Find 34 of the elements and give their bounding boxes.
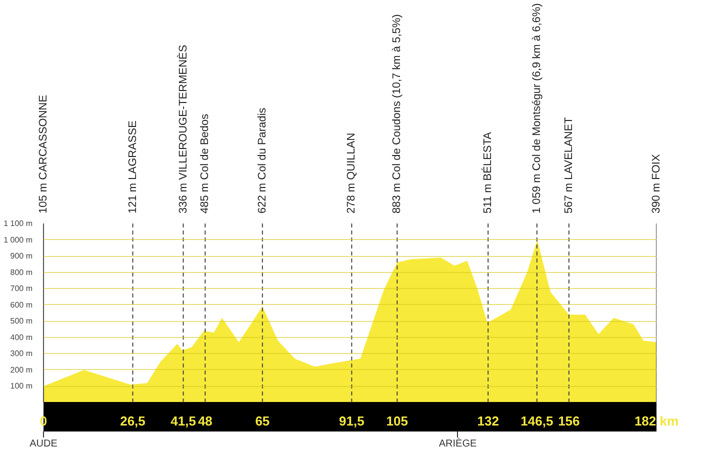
y-tick-label: 700 m [10,284,33,294]
x-tick-label: 156 [558,414,580,428]
ref-line-label: 622 m Col du Paradis [256,107,268,214]
y-tick-label: 100 m [10,382,33,391]
y-tick-label: 400 m [10,332,33,342]
ref-line-label: 567 m LAVELANET [562,116,575,214]
ref-line-label: 336 m VILLEROUGE-TERMENÈS [176,44,190,214]
ref-line-label: 511 m BÉLESTA [481,131,494,214]
ref-line-label: 105 m CARCASSONNE [38,94,50,214]
ref-line-label: 883 m Col de Coudons (10,7 km à 5,5%) [391,14,404,214]
x-tick-label: 132 [477,414,499,428]
ref-line-label: ARIÈGE [438,438,478,450]
x-tick-label: 65 [255,414,270,428]
x-tick-label: 26,5 [120,414,146,428]
ref-line-label: 485 m Col de Bedos [199,113,212,214]
y-tick-label: 300 m [10,349,33,358]
y-tick-label: 200 m [10,365,33,374]
y-tick-label: 1 100 m [4,219,33,228]
ref-line-label: 1 059 m Col de Montségur (6,9 km à 6,6%) [530,3,543,214]
y-tick-label: 500 m [10,316,33,326]
ref-line-label: 390 m FOIX [650,154,662,214]
x-tick-label: 48 [198,414,212,428]
x-tick-label: 91,5 [339,414,364,428]
ref-line-label: 278 m QUILLAN [346,132,358,214]
x-tick-label: 146,5 [520,414,554,428]
ref-line-label: 121 m LAGRASSE [126,120,139,214]
y-tick-label: 800 m [10,268,33,277]
ref-line-label: AUDE [30,438,58,450]
x-tick-label: 41,5 [170,414,196,428]
y-tick-label: 600 m [10,300,33,310]
x-tick-label: 182 km [634,414,679,428]
x-tick-label: 105 [386,414,408,428]
y-tick-label: 1 000 m [4,235,33,244]
y-tick-label: 900 m [10,252,33,261]
